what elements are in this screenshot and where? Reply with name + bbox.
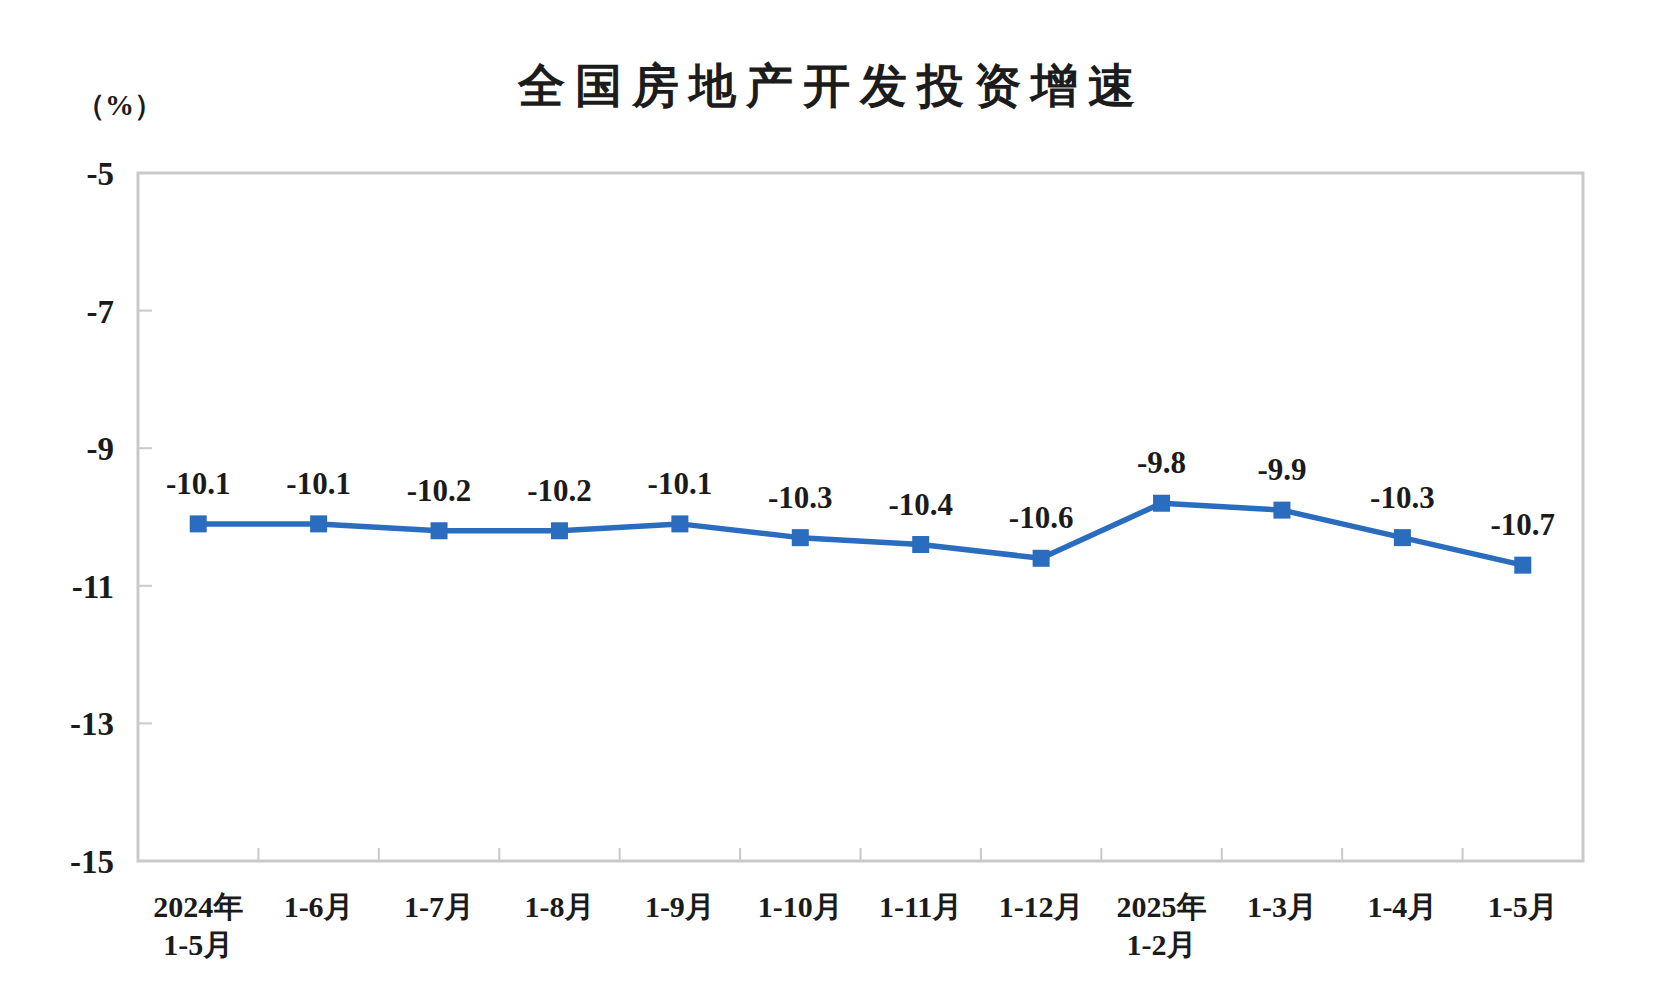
data-point-marker <box>1033 550 1050 567</box>
data-point-marker <box>1153 495 1170 512</box>
data-point-label: -10.1 <box>286 466 351 501</box>
data-point-marker <box>671 515 688 532</box>
x-axis-tick-label: 1-9月 <box>645 890 715 923</box>
x-axis-tick-label: 1-2月 <box>1127 928 1197 961</box>
data-point-label: -10.3 <box>1370 480 1435 515</box>
x-axis-tick-label: 2024年 <box>153 890 243 923</box>
data-point-marker <box>792 529 809 546</box>
data-point-marker <box>1394 529 1411 546</box>
x-axis-tick-label: 2025年 <box>1117 890 1207 923</box>
chart-page: （%） 全国房地产开发投资增速 -5-7-9-11-13-152024年1-5月… <box>0 0 1663 997</box>
x-axis-tick-label: 1-5月 <box>163 928 233 961</box>
data-point-label: -10.4 <box>888 487 953 522</box>
x-axis-tick-label: 1-6月 <box>284 890 354 923</box>
data-point-marker <box>190 515 207 532</box>
x-axis-tick-label: 1-4月 <box>1367 890 1437 923</box>
data-point-label: -10.2 <box>527 473 592 508</box>
data-point-marker <box>431 522 448 539</box>
y-axis-tick-label: -5 <box>87 156 115 192</box>
x-axis-tick-label: 1-3月 <box>1247 890 1317 923</box>
data-point-marker <box>1273 502 1290 519</box>
y-axis-tick-label: -11 <box>72 569 114 605</box>
data-point-label: -10.1 <box>166 466 231 501</box>
x-axis-tick-label: 1-10月 <box>758 890 843 923</box>
y-axis-tick-label: -13 <box>70 706 114 742</box>
data-point-label: -10.1 <box>648 466 713 501</box>
data-point-label: -10.7 <box>1491 507 1556 542</box>
data-point-marker <box>1514 557 1531 574</box>
data-point-marker <box>912 536 929 553</box>
data-point-label: -10.3 <box>768 480 833 515</box>
line-chart: -5 -7 -9 -11 -13 -15 2024年 1-5月 1-6月 1-7月 1-8月 1-9月… <box>0 0 1663 997</box>
data-point-label: -10.6 <box>1009 500 1074 535</box>
x-axis-tick-label: 1-12月 <box>999 890 1084 923</box>
x-axis-tick-label: 1-8月 <box>524 890 594 923</box>
data-point-marker <box>551 522 568 539</box>
series-line <box>198 503 1523 565</box>
x-axis-tick-label: 1-11月 <box>879 890 962 923</box>
x-axis-tick-label: 1-7月 <box>404 890 474 923</box>
plot-frame <box>138 173 1583 861</box>
data-point-label: -9.8 <box>1137 445 1186 480</box>
y-axis-tick-label: -7 <box>87 294 115 330</box>
data-point-label: -9.9 <box>1257 452 1306 487</box>
y-axis-tick-label: -15 <box>70 844 114 880</box>
data-point-label: -10.2 <box>407 473 472 508</box>
x-axis-tick-label: 1-5月 <box>1488 890 1558 923</box>
data-point-marker <box>310 515 327 532</box>
y-axis-tick-label: -9 <box>87 431 115 467</box>
